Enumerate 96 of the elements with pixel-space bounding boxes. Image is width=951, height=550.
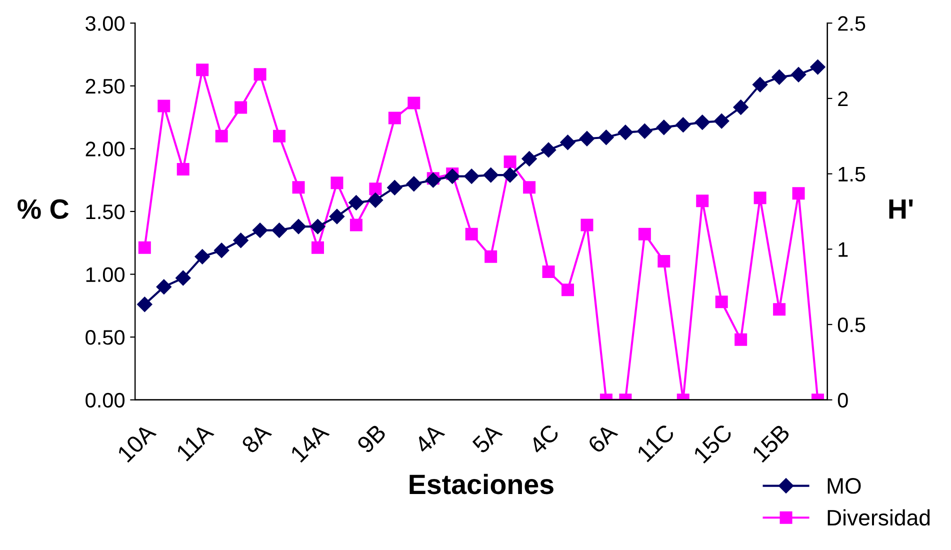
- point: [696, 194, 709, 208]
- point: [733, 100, 748, 115]
- point: [658, 254, 670, 268]
- point: [233, 232, 248, 248]
- point: [676, 117, 691, 132]
- point: [350, 218, 362, 232]
- point: [790, 67, 806, 82]
- y2-tick-label: 1.5: [838, 167, 866, 182]
- point: [773, 303, 786, 316]
- point: [656, 120, 672, 135]
- y-tick-label: 0.50: [86, 330, 125, 345]
- point: [483, 167, 498, 183]
- point: [176, 270, 191, 286]
- point: [292, 181, 305, 194]
- x-tick-label: 10A: [116, 422, 157, 463]
- point: [272, 222, 287, 238]
- point: [542, 266, 555, 278]
- point: [388, 112, 401, 124]
- point: [694, 114, 710, 130]
- point: [426, 172, 441, 188]
- y-tick-label: 2.00: [86, 142, 125, 156]
- y2-tick-label: 1: [838, 242, 848, 257]
- x-tick-label: 15C: [692, 423, 734, 464]
- point: [252, 222, 268, 238]
- x-tick-label: 11A: [176, 422, 214, 462]
- legend-label: Diversidad: [828, 509, 930, 526]
- point: [138, 241, 151, 254]
- point: [290, 218, 306, 234]
- point: [464, 168, 480, 184]
- y2-tick-label: 0: [838, 392, 848, 408]
- y-tick-label: 1.50: [86, 204, 125, 220]
- y-axis-title: % C: [18, 199, 69, 219]
- x-tick-label: 4C: [528, 423, 560, 456]
- point: [310, 218, 326, 234]
- point: [484, 250, 498, 263]
- point: [444, 168, 460, 184]
- point: [330, 176, 344, 190]
- x-tick-label: 6A: [587, 422, 618, 454]
- point: [196, 64, 209, 76]
- point: [369, 182, 382, 196]
- point: [540, 142, 556, 158]
- x-tick-label: 9B: [356, 423, 387, 454]
- point: [714, 113, 730, 129]
- x-tick-label: 11C: [636, 423, 676, 462]
- point: [465, 228, 478, 240]
- y-tick-label: 0.00: [86, 392, 125, 408]
- point: [214, 242, 230, 258]
- y-tick-label: 2.50: [86, 78, 125, 94]
- legend-label: MO: [828, 478, 861, 494]
- point: [215, 130, 228, 142]
- point: [273, 130, 286, 142]
- point: [176, 163, 190, 176]
- point: [752, 77, 768, 92]
- point: [598, 130, 614, 145]
- y-tick-label: 3.00: [86, 16, 125, 31]
- point: [234, 101, 248, 114]
- point: [772, 70, 787, 85]
- point: [637, 124, 652, 139]
- y2-tick-label: 2.5: [838, 16, 866, 31]
- x-tick-label: 4A: [414, 422, 446, 454]
- point: [522, 151, 537, 166]
- point: [137, 296, 152, 312]
- point: [734, 333, 748, 346]
- x-tick-label: 5A: [472, 422, 504, 454]
- point: [580, 218, 594, 232]
- point: [618, 124, 634, 140]
- point: [504, 155, 516, 168]
- point: [792, 187, 805, 200]
- point: [579, 131, 595, 146]
- point: [348, 195, 364, 210]
- point: [408, 96, 420, 110]
- point: [638, 228, 651, 240]
- point: [810, 59, 826, 75]
- point: [523, 181, 536, 194]
- point: [502, 167, 518, 183]
- x-tick-label: 14A: [290, 422, 330, 463]
- x-axis-title: Estaciones: [410, 474, 554, 494]
- x-tick-label: 8A: [240, 422, 272, 454]
- point: [715, 296, 728, 308]
- point: [311, 241, 324, 254]
- y2-axis-title: H': [889, 200, 913, 219]
- point: [561, 284, 574, 296]
- point: [406, 176, 422, 192]
- point: [156, 279, 172, 294]
- point: [387, 180, 402, 196]
- point: [368, 192, 384, 208]
- x-tick-label: 15B: [751, 424, 791, 463]
- point: [254, 68, 266, 81]
- point: [329, 208, 345, 224]
- y-tick-label: 1.00: [86, 267, 125, 282]
- point: [194, 249, 210, 264]
- point: [158, 100, 170, 112]
- y2-tick-label: 0.5: [838, 318, 866, 332]
- point: [754, 192, 766, 204]
- y2-tick-label: 2: [838, 91, 848, 106]
- point: [560, 134, 576, 150]
